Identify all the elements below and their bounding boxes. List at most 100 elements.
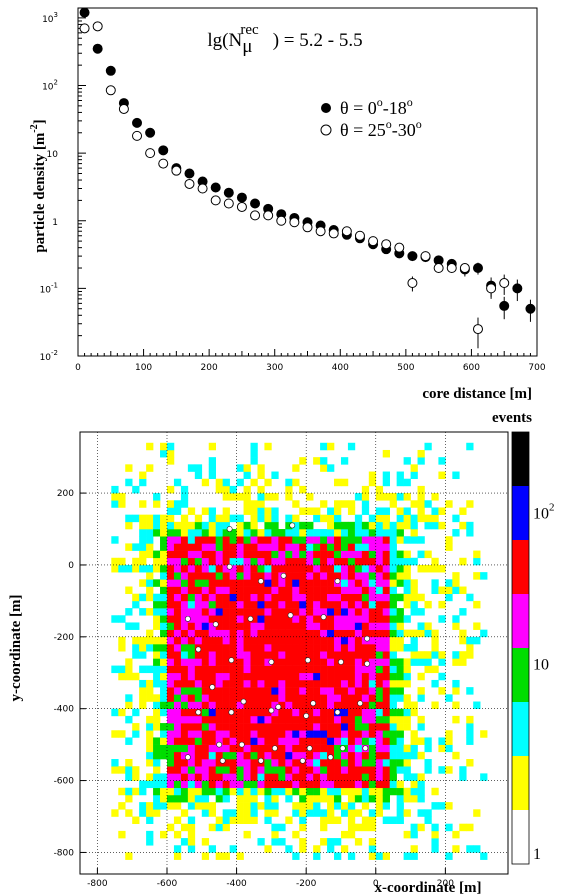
heatmap-cell (354, 536, 363, 544)
heatmap-cell (250, 629, 258, 638)
heatmap-cell (173, 694, 182, 702)
heatmap-cell (139, 687, 147, 695)
heatmap-cell (299, 809, 307, 817)
heatmap-cell (229, 816, 237, 824)
heatmap-cell (264, 564, 272, 573)
heatmap-cell (153, 802, 161, 810)
heatmap-cell (340, 543, 349, 551)
heatmap-cell (229, 766, 237, 774)
heatmap-cell (257, 679, 265, 688)
heatmap-cell (459, 629, 467, 638)
heatmap-cell (187, 651, 196, 659)
heatmap-cell (180, 493, 189, 501)
heatmap-cell (368, 608, 377, 616)
heatmap-cell (243, 622, 251, 630)
heatmap-cell (243, 586, 251, 595)
heatmap-cell (187, 636, 196, 645)
heatmap-cell (334, 730, 342, 738)
heatmap-cell (187, 701, 196, 709)
heatmap-cell (361, 787, 370, 796)
heatmap-cell (368, 478, 377, 487)
heatmap-cell (166, 622, 175, 630)
heatmap-cell (375, 787, 384, 796)
heatmap-cell (438, 507, 446, 515)
heatmap-cell (194, 744, 203, 753)
heatmap-cell (285, 766, 293, 774)
heatmap-cell (271, 787, 279, 796)
heatmap-cell (243, 802, 251, 810)
heatmap-cell (257, 658, 265, 666)
heatmap-cell (257, 672, 265, 681)
heatmap-cell (327, 701, 335, 709)
heatmap-cell (236, 557, 244, 566)
heatmap-cell (153, 737, 161, 745)
heatmap-x-tick-label: -200 (296, 879, 317, 889)
heatmap-cell (236, 658, 244, 666)
heatmap-cell (403, 644, 411, 652)
heatmap-cell (187, 773, 196, 781)
colorbar-segment (512, 810, 529, 864)
detector-station (289, 522, 296, 529)
heatmap-cell (375, 679, 384, 688)
heatmap-cell (180, 615, 189, 623)
heatmap-cell (215, 521, 223, 530)
heatmap-cell (160, 679, 168, 688)
heatmap-cell (264, 636, 272, 645)
heatmap-cell (292, 543, 300, 551)
heatmap-cell (173, 766, 182, 774)
heatmap-cell (132, 672, 140, 681)
heatmap-cell (334, 651, 342, 659)
heatmap-cell (403, 744, 411, 753)
heatmap-cell (201, 737, 210, 745)
heatmap-cell (257, 780, 265, 789)
heatmap-cell (313, 543, 321, 551)
heatmap-cell (139, 521, 147, 530)
heatmap-cell (173, 687, 182, 695)
heatmap-cell (403, 809, 411, 817)
heatmap-cell (271, 723, 279, 731)
heatmap-cell (431, 838, 439, 846)
heatmap-cell (257, 751, 265, 760)
heatmap-cell (334, 723, 342, 731)
heatmap-cell (396, 723, 404, 731)
heatmap-cell (375, 644, 384, 652)
heatmap-cell (166, 787, 175, 796)
heatmap-cell (187, 629, 196, 638)
heatmap-cell (201, 608, 210, 616)
heatmap-cell (173, 665, 182, 674)
heatmap-cell (382, 644, 390, 652)
heatmap-cell (375, 651, 384, 659)
heatmap-cell (389, 579, 397, 587)
heatmap-cell (327, 715, 335, 724)
heatmap-cell (389, 493, 397, 501)
heatmap-cell (271, 715, 279, 724)
heatmap-cell (236, 665, 244, 674)
y-tick-label: 10-1 (40, 281, 58, 295)
heatmap-cell (125, 715, 133, 724)
heatmap-cell (354, 715, 363, 724)
heatmap-cell (480, 629, 488, 638)
heatmap-cell (313, 708, 321, 717)
heatmap-cell (299, 708, 307, 717)
heatmap-cell (146, 579, 154, 587)
heatmap-cell (354, 622, 363, 630)
heatmap-cell (327, 629, 335, 638)
heatmap-cell (340, 701, 349, 709)
heatmap-cell (327, 536, 335, 544)
heatmap-cell (264, 493, 272, 501)
heatmap-cell (403, 536, 411, 544)
heatmap-cell (118, 644, 126, 652)
heatmap-cell (271, 780, 279, 789)
heatmap-cell (160, 651, 168, 659)
heatmap-cell (396, 478, 404, 487)
heatmap-cell (313, 852, 321, 860)
heatmap-cell (340, 773, 349, 781)
heatmap-cell (473, 557, 481, 566)
heatmap-cell (264, 550, 272, 559)
heatmap-cell (431, 521, 439, 530)
heatmap-cell (459, 636, 467, 645)
heatmap-cell (347, 744, 356, 753)
heatmap-cell (271, 572, 279, 580)
heatmap-cell (160, 665, 168, 674)
heatmap-cell (368, 730, 377, 738)
